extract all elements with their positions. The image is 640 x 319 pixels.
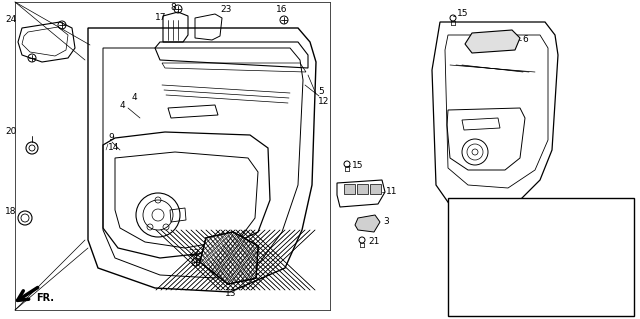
Text: 13: 13 (225, 290, 237, 299)
Text: 10: 10 (548, 222, 559, 232)
Circle shape (480, 257, 490, 267)
Polygon shape (370, 184, 381, 194)
Text: 22: 22 (188, 249, 199, 257)
Text: 3: 3 (383, 218, 388, 226)
Text: 7: 7 (225, 278, 231, 286)
Text: 5: 5 (318, 87, 324, 97)
Polygon shape (200, 232, 258, 284)
Circle shape (495, 257, 505, 267)
Text: 24: 24 (5, 16, 16, 25)
Circle shape (484, 272, 492, 280)
Polygon shape (344, 184, 355, 194)
Polygon shape (457, 252, 518, 272)
Text: 6: 6 (522, 35, 528, 44)
Polygon shape (453, 215, 545, 240)
Text: 12: 12 (318, 98, 330, 107)
Circle shape (465, 257, 475, 267)
Text: 15: 15 (352, 161, 364, 170)
Text: 23: 23 (220, 5, 232, 14)
Polygon shape (200, 232, 258, 284)
Text: 19: 19 (208, 261, 220, 270)
Text: 18: 18 (5, 207, 17, 217)
Text: 4: 4 (132, 93, 138, 102)
Text: 4: 4 (120, 100, 125, 109)
Polygon shape (355, 215, 380, 232)
Text: 9: 9 (108, 133, 114, 143)
FancyBboxPatch shape (448, 198, 634, 316)
Text: 1: 1 (508, 278, 514, 286)
Text: 8: 8 (170, 4, 176, 12)
Text: 15: 15 (503, 202, 515, 211)
Text: 15: 15 (457, 10, 468, 19)
Text: 14: 14 (108, 144, 120, 152)
Polygon shape (200, 232, 258, 284)
Text: 11: 11 (386, 188, 397, 197)
Polygon shape (465, 30, 520, 53)
Polygon shape (357, 184, 368, 194)
Text: 21: 21 (368, 238, 380, 247)
Text: 2: 2 (520, 257, 525, 266)
Text: 17: 17 (155, 13, 166, 23)
Text: S023-B3910: S023-B3910 (462, 308, 513, 316)
Text: 16: 16 (276, 5, 287, 14)
Polygon shape (200, 232, 258, 284)
Text: FR.: FR. (36, 293, 54, 303)
Text: 20: 20 (5, 128, 17, 137)
